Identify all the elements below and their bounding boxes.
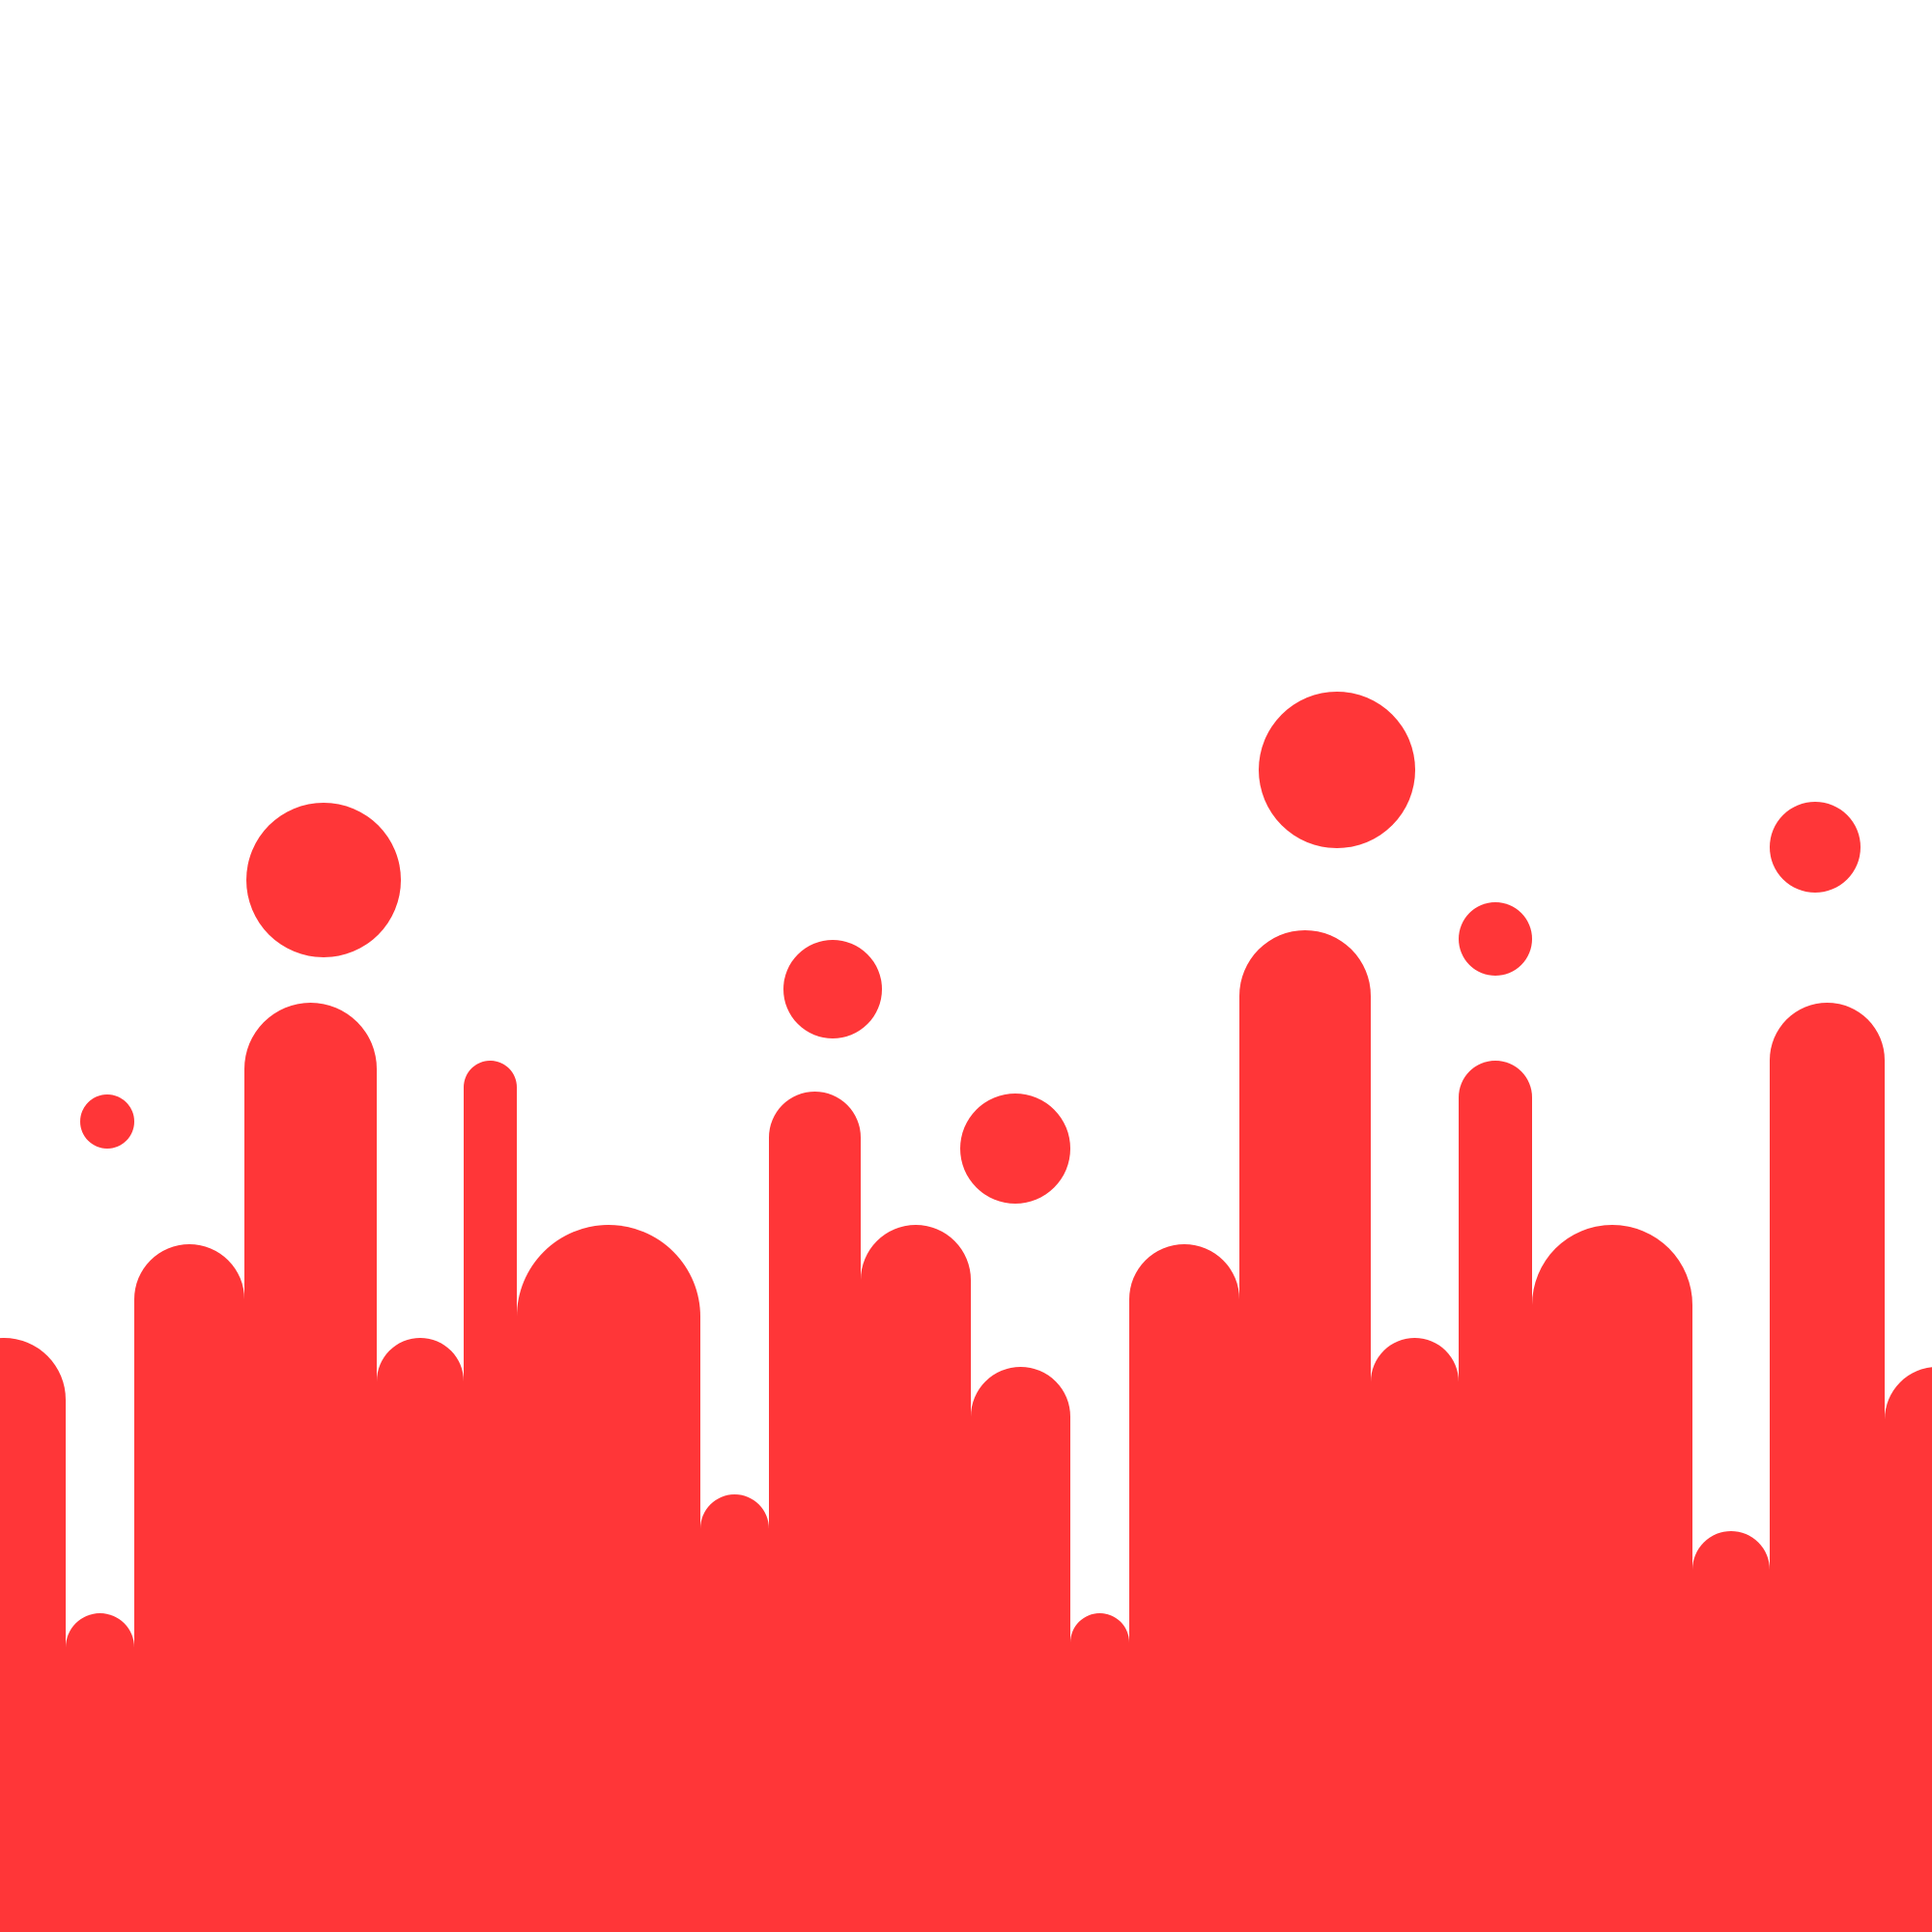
floating-drop-4 [960,1094,1070,1204]
floating-drop-6 [1459,902,1532,976]
floating-drops [80,692,1861,1204]
floating-drop-1 [80,1094,134,1149]
floating-drop-5 [1259,692,1415,848]
floating-drop-7 [1770,802,1861,893]
floating-drop-3 [783,940,882,1038]
floating-drop-2 [246,803,401,957]
drip-columns [0,930,1932,1932]
drip-base [0,1681,1932,1932]
